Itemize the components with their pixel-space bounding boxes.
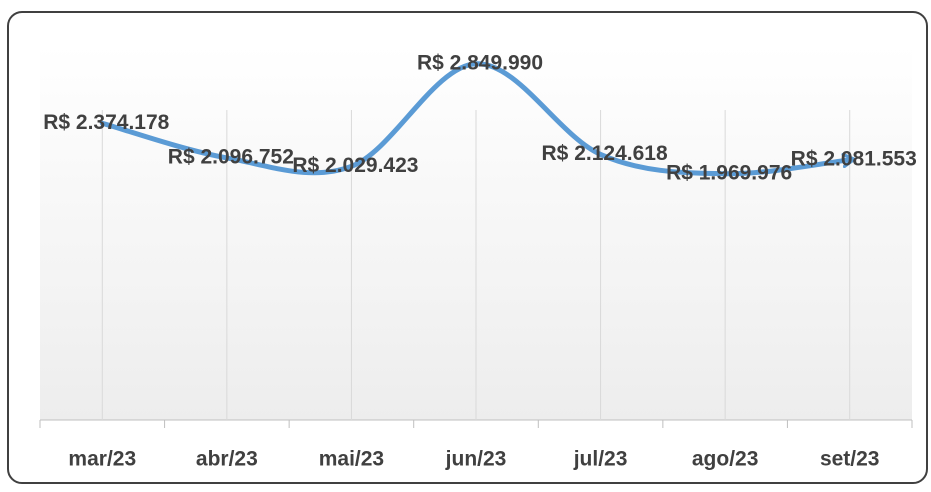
data-label: R$ 2.374.178 (43, 111, 169, 134)
data-label: R$ 2.096.752 (168, 145, 294, 168)
data-label: R$ 2.029.423 (292, 154, 418, 177)
x-tick-label: jul/23 (573, 448, 628, 471)
data-label: R$ 1.969.976 (666, 161, 792, 184)
x-tick-label: abr/23 (196, 448, 258, 471)
x-tick-label: jun/23 (445, 448, 507, 471)
x-tick-label: mar/23 (68, 448, 136, 471)
x-tick-label: set/23 (820, 448, 880, 471)
data-label: R$ 2.081.553 (791, 147, 917, 170)
line (99, 61, 849, 177)
x-tick-label: ago/23 (692, 448, 759, 471)
data-label: R$ 2.849.990 (417, 51, 543, 74)
data-label: R$ 2.124.618 (542, 142, 668, 165)
x-tick-label: mai/23 (319, 448, 384, 471)
